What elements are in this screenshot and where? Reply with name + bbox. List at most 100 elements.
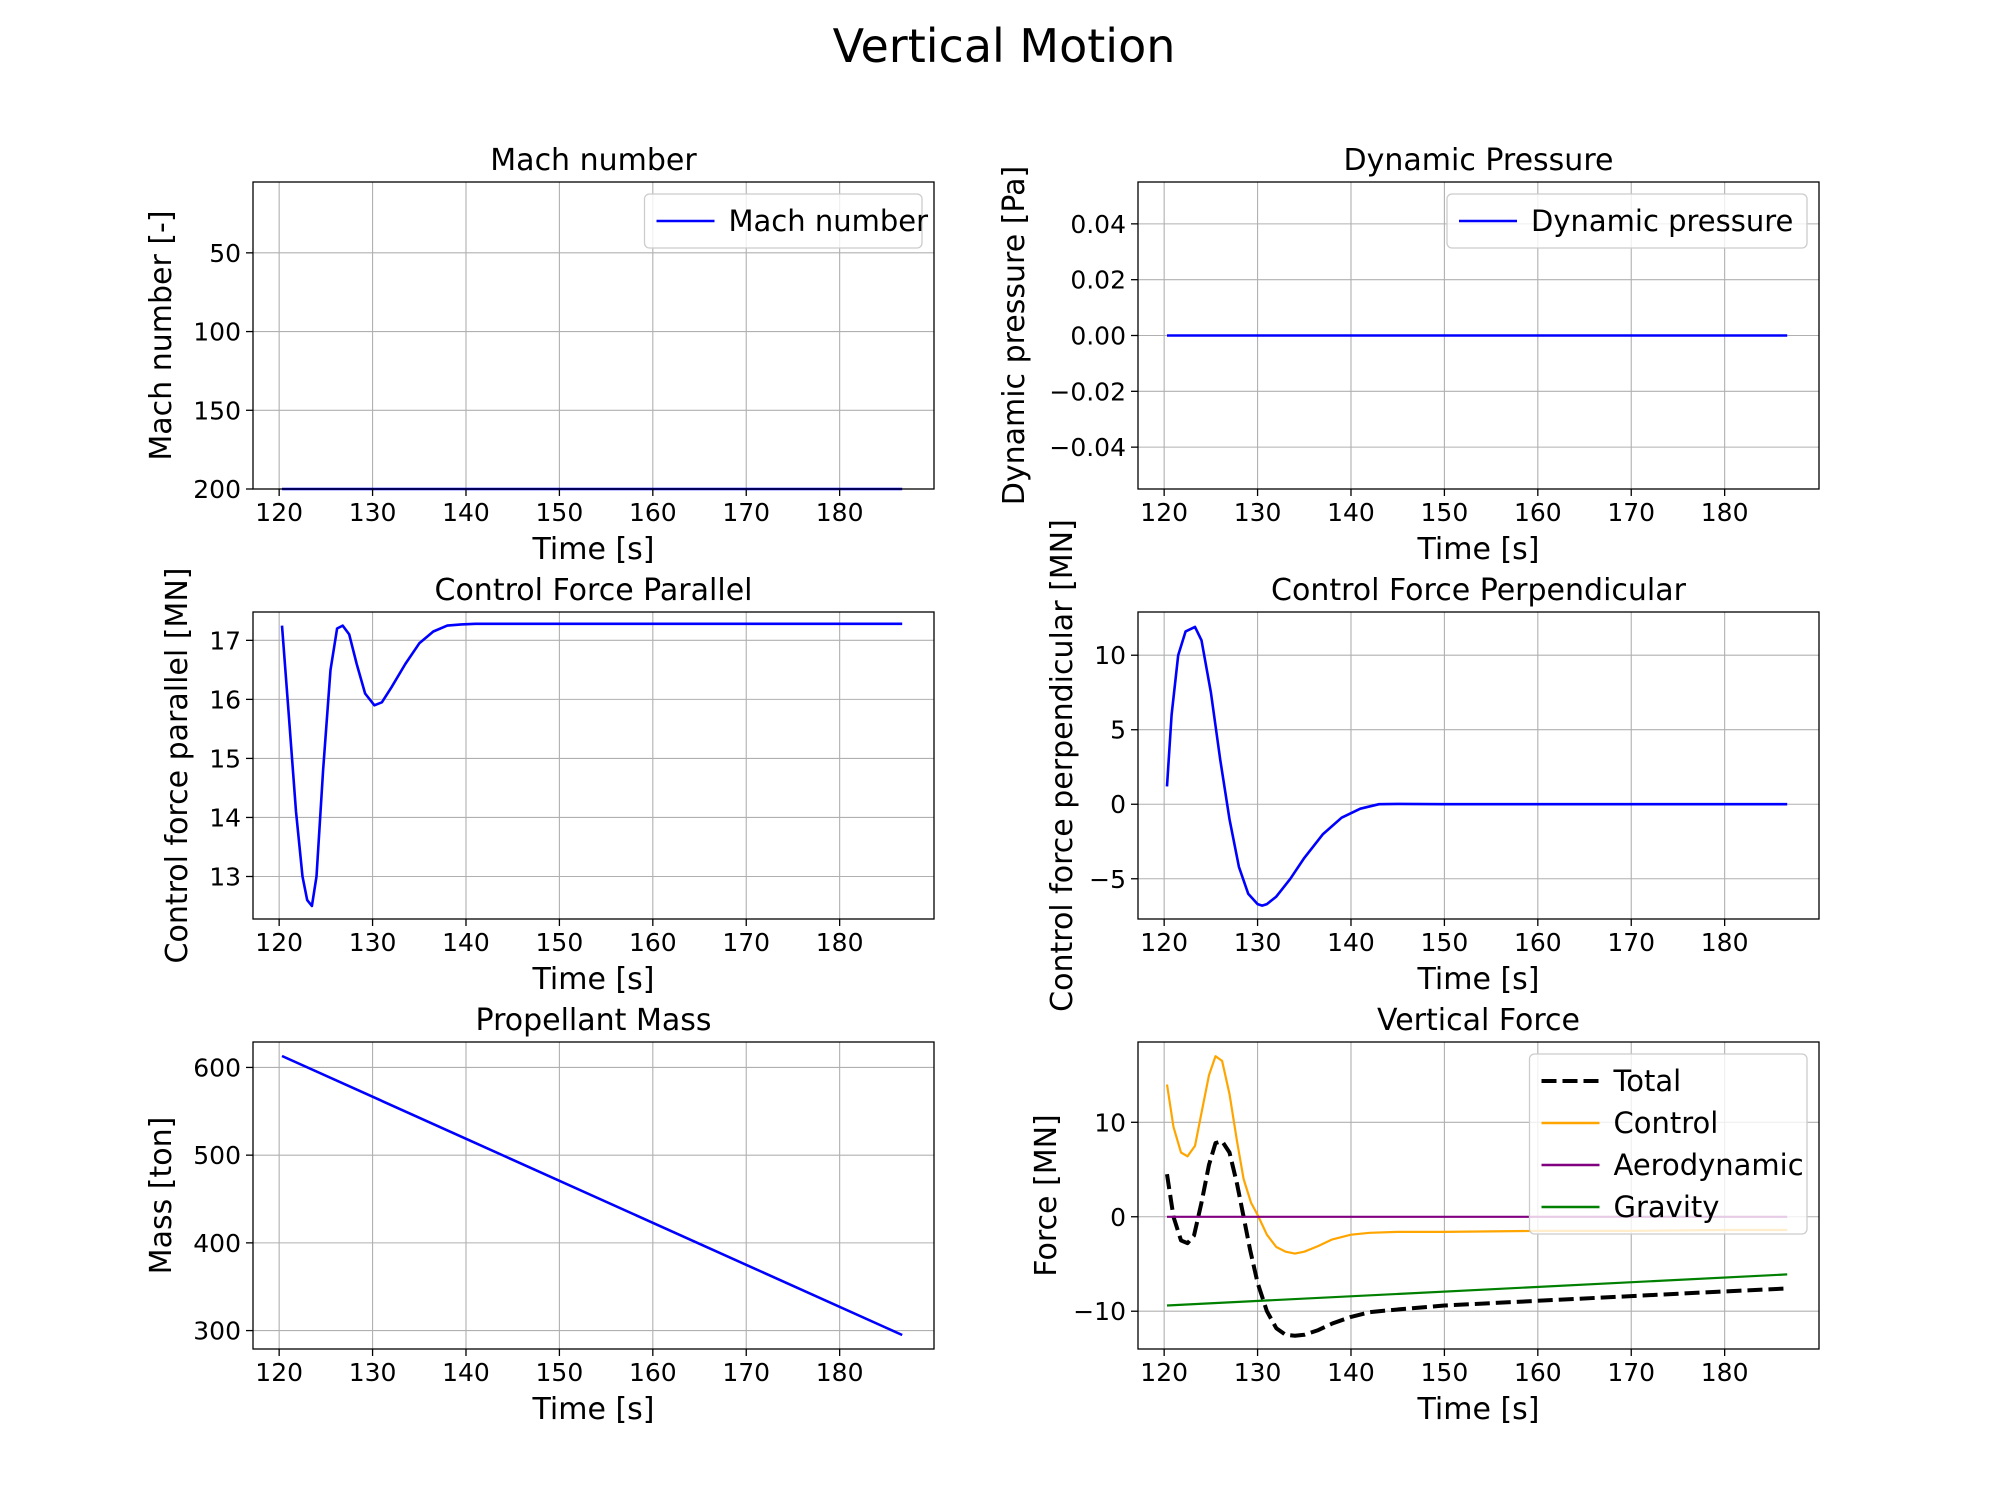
chart-mach: 120 130 140 150 160 170 180 50 100 150 200 Mach num… xyxy=(144,143,935,567)
y-tick-label: 10 xyxy=(1094,641,1126,670)
y-tick-label: 13 xyxy=(209,862,241,891)
x-tick-label: 180 xyxy=(1701,498,1749,527)
legend-label: Total xyxy=(1613,1064,1682,1098)
legend-box xyxy=(643,193,923,249)
x-axis-label: Time [s] xyxy=(1417,532,1540,567)
y-axis-label: Control force perpendicular [MN] xyxy=(1045,519,1080,1012)
chart-title: Propellant Mass xyxy=(476,1003,712,1038)
x-tick-label: 170 xyxy=(1607,1358,1655,1387)
y-tick-label: 5 xyxy=(1110,716,1126,745)
axes-frame xyxy=(252,181,935,490)
legend-label: Gravity xyxy=(1614,1190,1720,1224)
series-line-total xyxy=(1165,1139,1788,1338)
chart-dynamic-pressure: 120 130 140 150 160 170 180 0.04 0.02 0.00 −0.02 −0… xyxy=(997,143,1820,567)
y-tick-label: 0.02 xyxy=(1070,266,1126,295)
x-tick-label: 120 xyxy=(255,1358,303,1387)
axes-frame xyxy=(252,1041,935,1350)
y-axis-label: Force [MN] xyxy=(1029,1114,1064,1276)
y-tick-label: 300 xyxy=(193,1317,241,1346)
chart-title: Control Force Perpendicular xyxy=(1271,573,1687,608)
y-tick-label: 150 xyxy=(193,396,241,425)
y-tick-label: 200 xyxy=(193,475,241,504)
y-tick-label: −0.04 xyxy=(1049,433,1126,462)
chart-title: Mach number xyxy=(490,143,697,178)
y-tick-label: 0 xyxy=(1110,1203,1126,1232)
x-tick-label: 120 xyxy=(1140,928,1188,957)
legend-label: Mach number xyxy=(729,204,929,238)
chart-title: Vertical Force xyxy=(1377,1003,1580,1038)
figure-title: Vertical Motion xyxy=(833,19,1176,73)
x-tick-label: 130 xyxy=(349,1358,397,1387)
y-tick-label: 500 xyxy=(193,1141,241,1170)
series-line-propellant-mass xyxy=(281,1054,903,1337)
x-axis-label: Time [s] xyxy=(1417,962,1540,997)
legend: Dynamic pressure xyxy=(1446,193,1808,249)
y-tick-label: 0.04 xyxy=(1070,210,1126,239)
x-tick-label: 160 xyxy=(1514,1358,1562,1387)
y-tick-label: 0 xyxy=(1110,790,1126,819)
x-tick-label: 140 xyxy=(1327,928,1375,957)
x-tick-label: 170 xyxy=(722,1358,770,1387)
x-tick-label: 120 xyxy=(255,498,303,527)
x-tick-label: 150 xyxy=(1421,1358,1469,1387)
x-tick-label: 160 xyxy=(629,928,677,957)
axes-frame xyxy=(1137,611,1820,920)
x-tick-label: 130 xyxy=(1234,498,1282,527)
y-tick-label: 100 xyxy=(193,318,241,347)
x-tick-label: 120 xyxy=(255,928,303,957)
x-tick-label: 130 xyxy=(1234,1358,1282,1387)
x-axis-label: Time [s] xyxy=(1417,1392,1540,1427)
legend-label: Aerodynamic xyxy=(1614,1148,1804,1182)
x-tick-label: 120 xyxy=(1140,1358,1188,1387)
y-tick-label: −10 xyxy=(1073,1297,1126,1326)
legend: Mach number xyxy=(643,193,929,249)
x-tick-label: 160 xyxy=(629,498,677,527)
x-tick-label: 150 xyxy=(536,928,584,957)
x-axis-label: Time [s] xyxy=(532,962,655,997)
legend-box xyxy=(1446,193,1808,249)
chart-control-perpendicular: 120 130 140 150 160 170 180 10 5 0 −5 Control Force… xyxy=(1045,519,1820,1012)
y-tick-label: 14 xyxy=(209,803,241,832)
series-line-control xyxy=(1165,1055,1788,1255)
x-tick-label: 140 xyxy=(1327,1358,1375,1387)
x-axis-label: Time [s] xyxy=(532,1392,655,1427)
x-tick-label: 130 xyxy=(349,498,397,527)
legend-box xyxy=(1528,1053,1808,1235)
y-tick-label: 0.00 xyxy=(1070,322,1126,351)
x-tick-label: 160 xyxy=(1514,928,1562,957)
x-tick-label: 170 xyxy=(1607,498,1655,527)
chart-vertical-force: 120 130 140 150 160 170 180 10 0 −10 Vertical Forc… xyxy=(1029,1003,1820,1427)
x-tick-label: 170 xyxy=(722,498,770,527)
x-tick-label: 180 xyxy=(816,928,864,957)
y-tick-label: 16 xyxy=(209,685,241,714)
series-line-control-parallel xyxy=(280,622,903,908)
y-tick-label: 600 xyxy=(193,1053,241,1082)
chart-title: Dynamic Pressure xyxy=(1344,143,1614,178)
x-tick-label: 140 xyxy=(442,1358,490,1387)
x-tick-label: 180 xyxy=(816,498,864,527)
x-tick-label: 150 xyxy=(536,1358,584,1387)
y-tick-label: −0.02 xyxy=(1049,377,1126,406)
x-tick-label: 140 xyxy=(442,498,490,527)
x-tick-label: 130 xyxy=(349,928,397,957)
y-tick-label: 15 xyxy=(209,744,241,773)
x-tick-label: 150 xyxy=(536,498,584,527)
legend-label: Control xyxy=(1614,1106,1719,1140)
axes-frame xyxy=(1137,1041,1820,1350)
x-tick-label: 160 xyxy=(1514,498,1562,527)
y-tick-label: 50 xyxy=(209,239,241,268)
series-line-gravity xyxy=(1166,1273,1788,1307)
chart-title: Control Force Parallel xyxy=(435,573,753,608)
series-line-control-perpendicular xyxy=(1165,625,1788,907)
x-tick-label: 160 xyxy=(629,1358,677,1387)
y-tick-label: −5 xyxy=(1089,865,1126,894)
x-tick-label: 180 xyxy=(1701,928,1749,957)
y-tick-label: 17 xyxy=(209,626,241,655)
x-tick-label: 130 xyxy=(1234,928,1282,957)
y-axis-label: Mass [ton] xyxy=(144,1117,179,1275)
x-tick-label: 140 xyxy=(1327,498,1375,527)
legend-label: Dynamic pressure xyxy=(1531,204,1793,238)
chart-propellant-mass: 120 130 140 150 160 170 180 600 500 400 300 Propell… xyxy=(144,1003,935,1427)
